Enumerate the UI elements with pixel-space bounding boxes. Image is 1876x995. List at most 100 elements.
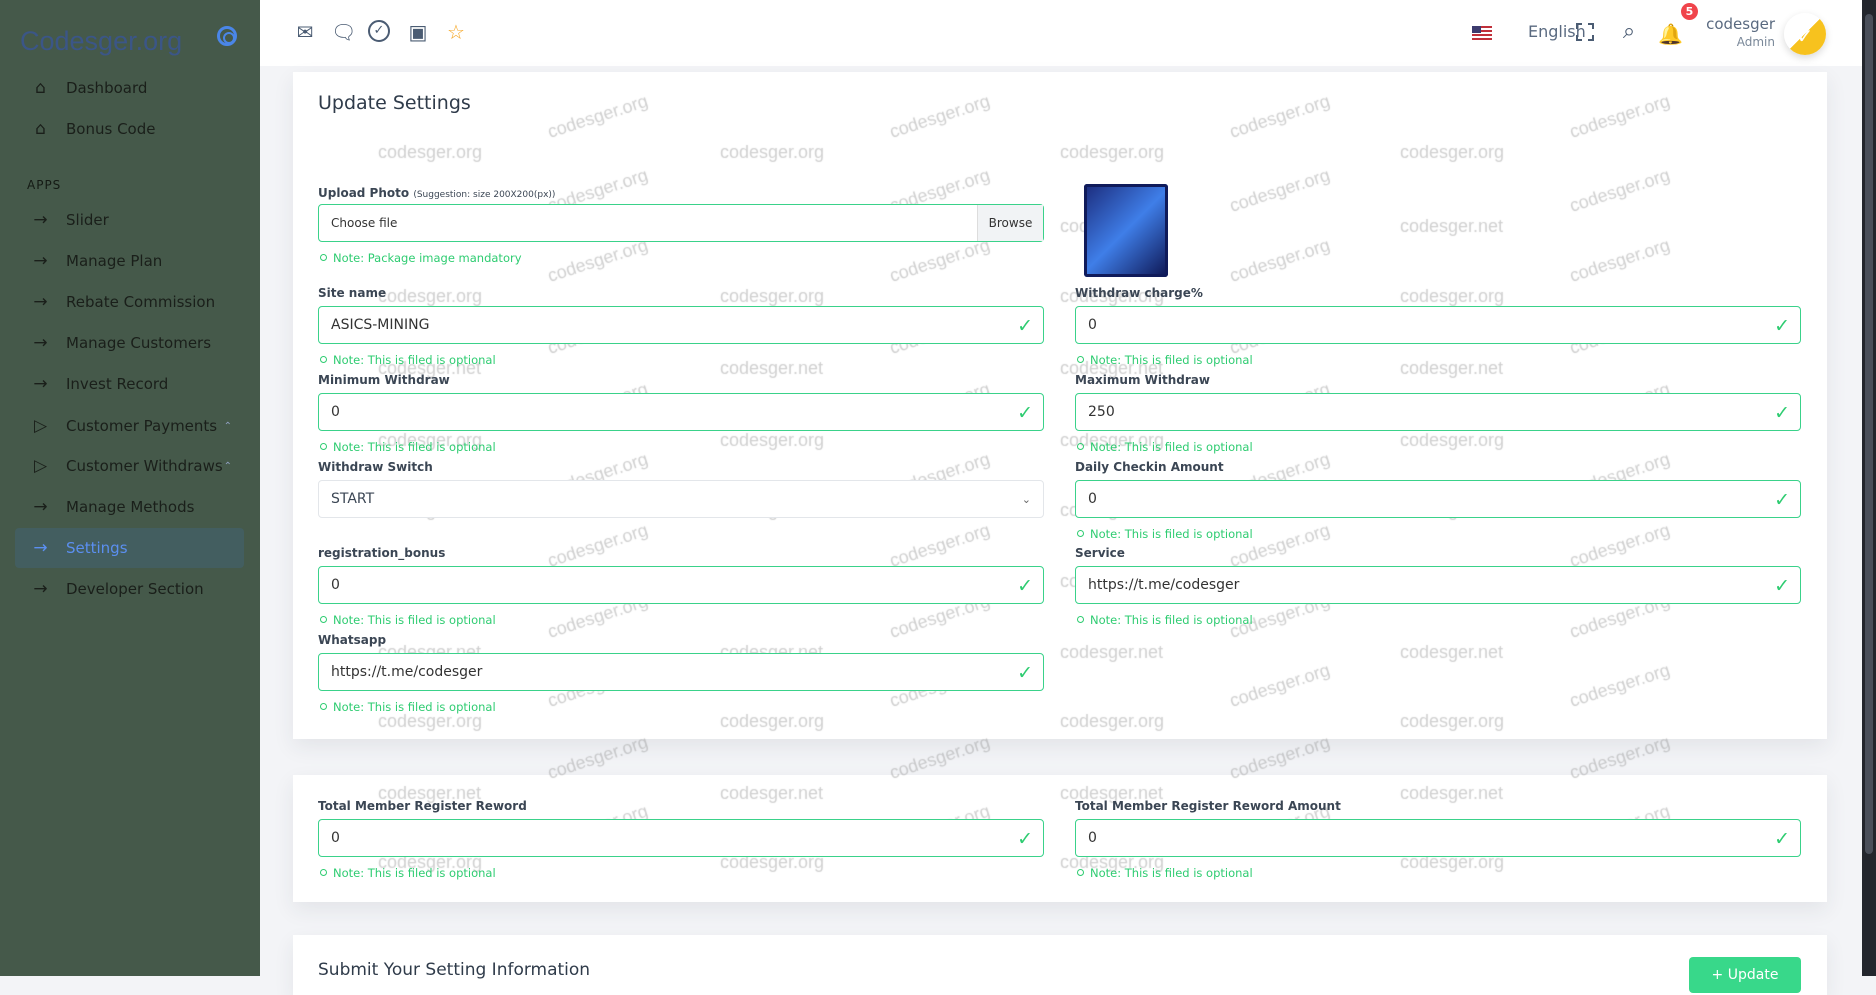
sidebar-item-label: Dashboard [66,79,148,97]
registration-bonus-note: Note: This is filed is optional [320,613,496,627]
upload-photo-input[interactable]: Choose file Browse [318,204,1044,242]
sidebar-item-label: Slider [66,211,109,229]
notification-badge: 5 [1681,3,1698,20]
max-withdraw-value: 250 [1088,404,1115,420]
check-circle-icon[interactable]: ✓ [368,20,390,42]
check-icon: ✓ [1017,402,1033,424]
sidebar-item-manage-customers[interactable]: → Manage Customers [15,323,244,363]
sidebar-item-label: Bonus Code [66,120,156,138]
sidebar-item-settings[interactable]: → Settings [15,528,244,568]
withdraw-charge-input[interactable]: 0 ✓ [1075,306,1801,344]
avatar[interactable]: ✓ [1784,13,1826,55]
service-note: Note: This is filed is optional [1077,613,1253,627]
site-name-note: Note: This is filed is optional [320,353,496,367]
max-withdraw-note: Note: This is filed is optional [1077,440,1253,454]
arrow-right-icon: → [33,333,48,353]
max-withdraw-input[interactable]: 250 ✓ [1075,393,1801,431]
withdraw-switch-label: Withdraw Switch [318,460,433,474]
service-input[interactable]: https://t.me/codesger ✓ [1075,566,1801,604]
upload-note: Note: Package image mandatory [320,251,522,265]
arrow-right-icon: → [33,497,48,517]
us-flag-icon[interactable] [1472,26,1492,40]
check-icon: ✓ [1017,828,1033,850]
section-label-apps: APPS [27,178,62,192]
sidebar-item-label: Customer Withdraws [66,457,223,475]
sidebar-item-bonus-code[interactable]: ⌂ Bonus Code [15,109,244,149]
total-member-reward-amount-note: Note: This is filed is optional [1077,866,1253,880]
daily-checkin-input[interactable]: 0 ✓ [1075,480,1801,518]
fullscreen-icon[interactable] [1576,23,1594,41]
check-icon: ✓ [1774,402,1790,424]
total-member-reward-label: Total Member Register Reword [318,799,527,813]
home-icon: ⌂ [35,78,46,98]
star-icon[interactable]: ☆ [447,20,465,44]
scrollbar[interactable] [1862,0,1876,976]
daily-checkin-value: 0 [1088,491,1097,507]
whatsapp-input[interactable]: https://t.me/codesger ✓ [318,653,1044,691]
check-icon: ✓ [1774,575,1790,597]
update-button[interactable]: + Update [1689,957,1801,993]
chat-icon[interactable]: 🗨 [331,20,357,44]
withdraw-charge-label: Withdraw charge% [1075,286,1203,300]
arrow-right-icon: → [33,210,48,230]
whatsapp-value: https://t.me/codesger [331,664,483,680]
check-icon: ✓ [1017,662,1033,684]
play-icon: ▷ [33,456,48,476]
sidebar-item-developer-section[interactable]: → Developer Section [15,569,244,609]
upload-photo-label: Upload Photo (Suggestion: size 200X200(p… [318,186,556,200]
min-withdraw-input[interactable]: 0 ✓ [318,393,1044,431]
arrow-right-icon: → [33,538,48,558]
min-withdraw-note: Note: This is filed is optional [320,440,496,454]
logo[interactable]: Codesger.org [20,26,183,56]
user-role: Admin [1736,35,1775,49]
daily-checkin-label: Daily Checkin Amount [1075,460,1224,474]
sidebar-item-manage-plan[interactable]: → Manage Plan [15,241,244,281]
calendar-icon[interactable]: ▣ [408,20,428,44]
chevron-up-icon: ⌃ [223,460,232,472]
sidebar-item-slider[interactable]: → Slider [15,200,244,240]
withdraw-switch-select[interactable]: START ⌄ [318,480,1044,518]
package-image [1084,184,1168,277]
bell-icon[interactable]: 🔔 [1658,22,1683,46]
browse-button[interactable]: Browse [977,205,1043,241]
page-title: Update Settings [318,92,471,114]
total-member-reward-input[interactable]: 0 ✓ [318,819,1044,857]
site-name-label: Site name [318,286,387,300]
chevron-up-icon: ⌃ [223,420,232,432]
service-label: Service [1075,546,1125,560]
service-value: https://t.me/codesger [1088,577,1240,593]
total-member-reward-note: Note: This is filed is optional [320,866,496,880]
check-icon: ✓ [1774,828,1790,850]
sidebar-item-label: Manage Customers [66,334,212,352]
user-name[interactable]: codesger [1706,15,1775,33]
submit-title: Submit Your Setting Information [318,960,591,980]
sidebar: Codesger.org APPS ⌂ Dashboard ⌂ Bonus Code →… [0,0,260,976]
withdraw-charge-note: Note: This is filed is optional [1077,353,1253,367]
sidebar-item-rebate-commission[interactable]: → Rebate Commission [15,282,244,322]
daily-checkin-note: Note: This is filed is optional [1077,527,1253,541]
sidebar-item-customer-payments[interactable]: ▷ Customer Payments ⌃ [15,406,244,446]
sidebar-item-label: Invest Record [66,375,169,393]
sidebar-item-customer-withdraws[interactable]: ▷ Customer Withdraws ⌃ [15,446,244,486]
total-member-reward-amount-input[interactable]: 0 ✓ [1075,819,1801,857]
withdraw-charge-value: 0 [1088,317,1097,333]
sidebar-item-manage-methods[interactable]: → Manage Methods [15,487,244,527]
sidebar-toggle-icon[interactable] [217,26,237,46]
home-icon: ⌂ [35,119,46,139]
whatsapp-note: Note: This is filed is optional [320,700,496,714]
sidebar-item-dashboard[interactable]: ⌂ Dashboard [15,68,244,108]
max-withdraw-label: Maximum Withdraw [1075,373,1210,387]
site-name-input[interactable]: ASICS-MINING ✓ [318,306,1044,344]
mail-icon[interactable]: ✉ [296,20,314,44]
min-withdraw-value: 0 [331,404,340,420]
sidebar-item-label: Manage Methods [66,498,195,516]
sidebar-item-invest-record[interactable]: → Invest Record [15,364,244,404]
search-icon[interactable]: ⌕ [1622,19,1636,44]
withdraw-switch-value: START [331,491,375,507]
site-name-value: ASICS-MINING [331,317,430,333]
sidebar-item-label: Developer Section [66,580,204,598]
arrow-right-icon: → [33,579,48,599]
play-icon: ▷ [33,416,48,436]
registration-bonus-input[interactable]: 0 ✓ [318,566,1044,604]
sidebar-item-label: Manage Plan [66,252,163,270]
